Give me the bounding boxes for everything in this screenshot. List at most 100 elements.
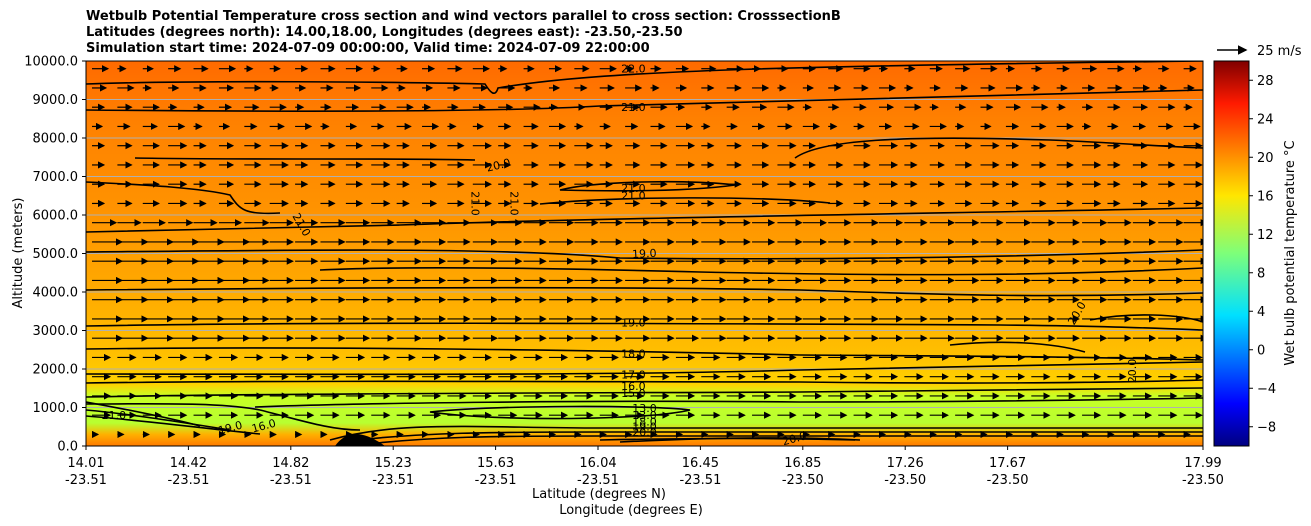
colorbar-tick-label: 0 [1257, 343, 1265, 358]
x-axis: 14.01 -23.51 14.42 -23.51 14.82 -23.51 15.23 -2… [65, 446, 1224, 488]
contour-label: 13.0 [632, 409, 657, 422]
y-tick-label: 8000.0 [33, 132, 79, 147]
title-line-1: Wetbulb Potential Temperature cross sect… [86, 9, 841, 24]
y-tick-label: 4000.0 [33, 286, 79, 301]
y-tick-label: 1000.0 [33, 401, 79, 416]
x-tick-label-lat: 17.67 [989, 456, 1026, 471]
contour-line [86, 347, 1203, 361]
x-axis-label-longitude: Longitude (degrees E) [559, 503, 703, 518]
contour-label: 19.0 [621, 317, 646, 330]
x-tick-label-lat: 16.45 [682, 456, 719, 471]
contour-line [134, 157, 476, 161]
colorbar-tick-label: 4 [1257, 305, 1265, 320]
x-tick-label-lat: 15.23 [375, 456, 412, 471]
x-tick-label-lon: -23.51 [475, 473, 517, 488]
vector-key: 25 m/s [1217, 44, 1302, 59]
chart-title: Wetbulb Potential Temperature cross sect… [86, 9, 841, 57]
contour-label: 17.0 [621, 369, 646, 382]
y-tick-label: 0.0 [57, 440, 78, 455]
x-tick-label-lon: -23.50 [987, 473, 1029, 488]
contour-line [619, 437, 861, 443]
x-tick-label-lon: -23.51 [679, 473, 721, 488]
y-tick-label: 2000.0 [33, 363, 79, 378]
horizontal-gridlines [86, 99, 1203, 408]
x-tick-label-lon: -23.51 [372, 473, 414, 488]
contour-label: 13.0 [632, 402, 657, 415]
x-tick-label-lon: -23.51 [270, 473, 312, 488]
contour-label: 21.0 [621, 182, 646, 195]
x-tick-label-lat: 14.01 [67, 456, 104, 471]
contour-line [539, 197, 831, 205]
contour-line [86, 322, 1203, 331]
y-axis: 0.0 1000.0 2000.0 3000.0 4000.0 5000.0 6000.0 7… [24, 55, 86, 455]
x-tick-label-lon: -23.50 [782, 473, 824, 488]
x-tick-label-lon: -23.50 [1182, 473, 1224, 488]
contour-labels: 22.021.020.021.0 21.021.021.021.019.020.0… [102, 63, 1139, 448]
wind-vectors [92, 65, 1203, 439]
contour-line [86, 286, 1203, 297]
y-axis-label: Altitude (meters) [11, 198, 26, 309]
contour-label: 18.0 [632, 416, 657, 429]
contour-line [349, 435, 1203, 446]
contour-label: 21.0 [507, 191, 520, 216]
contour-line [949, 341, 1086, 353]
y-tick-label: 10000.0 [24, 55, 78, 70]
colorbar-tick-label: 28 [1257, 74, 1274, 89]
y-tick-label: 6000.0 [33, 209, 79, 224]
contour-label: 20.0 [781, 429, 808, 448]
y-tick-label: 3000.0 [33, 324, 79, 339]
colorbar-tick-label: 12 [1257, 228, 1274, 243]
contour-label: 19.0 [632, 421, 657, 434]
contour-label: 19.0 [632, 247, 657, 261]
x-tick-label-lat: 14.82 [272, 456, 309, 471]
contour-label: 15.0 [621, 387, 646, 400]
contour-line [319, 267, 1203, 276]
contour-label: 21.0 [468, 191, 481, 216]
x-tick-label-lat: 17.99 [1184, 456, 1221, 471]
y-tick-label: 9000.0 [33, 93, 79, 108]
contour-label: 22.0 [621, 63, 646, 76]
colorbar-tick-label: −4 [1257, 382, 1276, 397]
contour-label: 16.0 [621, 380, 646, 393]
x-tick-label-lon: -23.51 [65, 473, 107, 488]
contour-line [339, 431, 1203, 443]
y-tick-label: 7000.0 [33, 170, 79, 185]
x-tick-label-lon: -23.51 [167, 473, 209, 488]
contour-line [329, 425, 1203, 441]
title-line-3: Simulation start time: 2024-07-09 00:00:… [86, 41, 650, 56]
colorbar-tick-label: 24 [1257, 112, 1274, 127]
x-tick-label-lat: 17.26 [887, 456, 924, 471]
colorbar-tick-label: −8 [1257, 420, 1276, 435]
contour-label: 19.0 [217, 419, 244, 438]
contour-line [254, 397, 1203, 408]
contour-label: 21.0 [621, 101, 646, 114]
plot-area: 22.021.020.021.0 21.021.021.021.019.020.0… [86, 61, 1203, 448]
colorbar-ticks: −8 −4 0 4 8 12 16 20 24 28 [1249, 74, 1276, 435]
x-tick-label-lat: 16.04 [579, 456, 616, 471]
contour-line [86, 379, 1203, 384]
colorbar-label: Wet bulb potential temperature °C [1283, 140, 1298, 365]
vector-key-label: 25 m/s [1257, 44, 1302, 59]
contour-label: 21.0 [621, 190, 646, 203]
contour-label: 20.0 [1126, 359, 1139, 384]
contour-label: 21.0 [102, 409, 127, 422]
contour-label: 16.0 [250, 417, 277, 436]
x-tick-label-lon: -23.50 [884, 473, 926, 488]
colorbar-tick-label: 16 [1257, 189, 1274, 204]
contour-line [86, 207, 1203, 233]
contour-line [86, 402, 361, 431]
contour-label: 20.0 [632, 426, 657, 439]
colorbar-tick-label: 20 [1257, 151, 1274, 166]
contour-line [86, 89, 1203, 112]
contour-label: 18.0 [621, 347, 646, 360]
x-tick-label-lat: 14.42 [170, 456, 207, 471]
contour-label: 20.0 [485, 156, 512, 175]
contour-line [86, 61, 1203, 95]
x-tick-label-lon: -23.51 [577, 473, 619, 488]
title-line-2: Latitudes (degrees north): 14.00,18.00, … [86, 25, 683, 40]
x-tick-label-lat: 15.63 [477, 456, 514, 471]
colorbar-tick-label: 8 [1257, 266, 1265, 281]
y-tick-label: 5000.0 [33, 247, 79, 262]
x-axis-label-latitude: Latitude (degrees N) [532, 487, 666, 502]
